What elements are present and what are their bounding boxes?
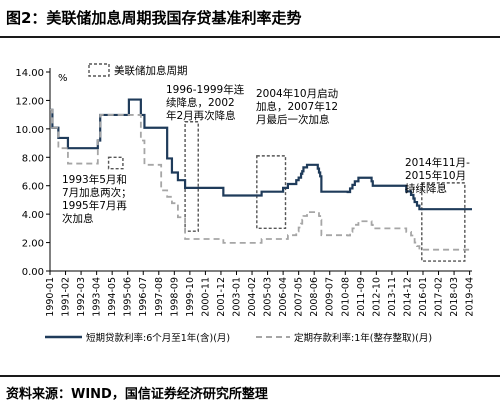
y-tick-label: 8.00 <box>22 153 44 164</box>
y-tick-label: 6.00 <box>22 182 44 193</box>
x-tick-label: 2017-02 <box>434 277 445 317</box>
x-tick-label: 1997-08 <box>154 277 165 317</box>
y-tick-label: 4.00 <box>22 210 44 221</box>
annotation-line: 1993年5月和 <box>62 173 127 186</box>
loan-rate-line <box>50 98 472 211</box>
x-tick-label: 2004-02 <box>247 277 258 317</box>
x-tick-label: 2001-12 <box>216 277 227 317</box>
x-tick-label: 1995-06 <box>123 277 134 317</box>
annotation-line: 月最后一次加息 <box>256 113 330 126</box>
y-tick-label: 14.00 <box>15 68 44 79</box>
x-tick-label: 1990-01 <box>45 277 56 317</box>
annotation-line: 2015年10月 <box>405 169 466 182</box>
hike-cycle-boxes <box>107 121 466 262</box>
x-tick-label: 1999-10 <box>185 277 196 317</box>
source-divider <box>0 375 500 377</box>
chart-axes: 0.00 2.00 4.00 6.00 8.00 10.00 12.00 14.00 % 1990… <box>15 68 476 317</box>
x-tick-label: 1996-07 <box>138 277 149 317</box>
x-tick-label: 2007-05 <box>294 277 305 317</box>
x-tick-label: 1992-03 <box>76 277 87 317</box>
rate-line-chart: 0.00 2.00 4.00 6.00 8.00 10.00 12.00 14.00 % 1990… <box>15 63 476 344</box>
legend-hike-label: 美联储加息周期 <box>114 64 188 77</box>
x-tick-label: 2005-03 <box>263 277 274 317</box>
annotation-line: 次加息 <box>62 212 94 225</box>
x-tick-label: 2003-01 <box>231 277 242 317</box>
legend-loan-label: 短期贷款利率:6个月至1年(含)(月) <box>86 332 230 344</box>
hike-cycle-box <box>107 156 124 170</box>
annotation-line: 1996-1999年连 <box>166 83 245 96</box>
x-tick-label: 2006-04 <box>278 277 289 317</box>
source-note: 资料来源：WIND，国信证券经济研究所整理 <box>6 387 268 402</box>
x-tick-label: 2014-12 <box>402 277 413 317</box>
x-tick-label: 2009-07 <box>325 277 336 317</box>
x-tick-label: 2018-03 <box>449 277 460 317</box>
x-tick-label: 1994-05 <box>107 277 118 317</box>
annotation-line: 1995年7月再 <box>62 199 127 212</box>
annotation-line: 2014年11月- <box>405 156 470 169</box>
x-tick-label: 2010-08 <box>340 277 351 317</box>
annotation-line: 续降息，2002 <box>166 96 235 109</box>
x-tick-label: 2000-11 <box>200 277 211 317</box>
x-tick-label: 2011-09 <box>356 277 367 317</box>
annotation-line: 2004年10月启动 <box>256 87 338 100</box>
annotation-line: 年2月再次降息 <box>166 109 236 122</box>
deposit-rate-line <box>50 108 472 251</box>
title-divider <box>0 36 500 38</box>
series-lines <box>50 98 472 251</box>
figure-title: 图2：美联储加息周期我国存贷基准利率走势 <box>6 9 302 27</box>
x-tick-label: 1998-09 <box>169 277 180 317</box>
legend-hike-swatch <box>88 63 110 77</box>
x-tick-label: 2008-06 <box>309 277 320 317</box>
x-tick-label: 2012-10 <box>371 277 382 317</box>
y-tick-label: 0.00 <box>22 267 44 278</box>
annotation-line: 7月加息两次； <box>62 186 132 199</box>
y-tick-label: 10.00 <box>15 125 44 136</box>
hike-cycle-box <box>421 182 466 262</box>
y-tick-label: 12.00 <box>15 96 44 107</box>
hike-cycle-box <box>184 121 199 232</box>
x-tick-label: 1993-04 <box>92 277 103 317</box>
y-axis-unit: % <box>58 73 68 84</box>
x-tick-label: 2013-11 <box>387 277 398 317</box>
x-tick-label: 2016-01 <box>418 277 429 317</box>
x-tick-label: 1991-02 <box>61 277 72 317</box>
x-tick-label: 2019-04 <box>465 277 476 317</box>
legend-deposit-label: 定期存款利率:1年(整存整取)(月) <box>294 332 432 344</box>
hike-cycle-box <box>256 155 287 230</box>
annotation-line: 持续降息 <box>405 182 447 195</box>
annotation-line: 加息，2007年12 <box>256 100 338 113</box>
y-tick-label: 2.00 <box>22 239 44 250</box>
